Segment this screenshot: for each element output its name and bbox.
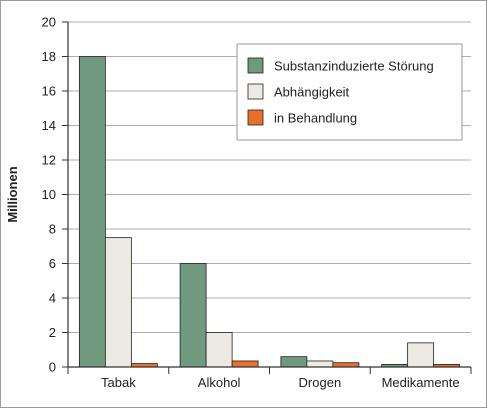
legend-swatch bbox=[247, 83, 264, 100]
y-tick-label: 16 bbox=[42, 84, 56, 99]
x-category-labels: Tabak Alkohol Drogen Medikamente bbox=[101, 375, 460, 390]
bar bbox=[332, 362, 360, 368]
y-tick-label: 2 bbox=[49, 325, 56, 340]
y-tick-labels: 0 2 4 6 8 10 12 14 16 18 20 bbox=[42, 15, 56, 375]
y-tick-label: 4 bbox=[49, 291, 56, 306]
bar bbox=[306, 360, 334, 368]
bar bbox=[205, 332, 233, 368]
bar bbox=[104, 237, 132, 368]
bar bbox=[78, 56, 106, 368]
legend-label: Substanzinduzierte Störung bbox=[274, 59, 434, 74]
legend-box bbox=[236, 43, 463, 141]
x-category-label: Drogen bbox=[299, 375, 342, 390]
bar bbox=[231, 360, 259, 368]
x-category-label: Medikamente bbox=[382, 375, 460, 390]
bar bbox=[280, 356, 308, 368]
y-tick-label: 8 bbox=[49, 222, 56, 237]
y-tick-label: 6 bbox=[49, 256, 56, 271]
y-tick-label: 20 bbox=[42, 15, 56, 30]
x-category-label: Tabak bbox=[101, 375, 136, 390]
legend-label: in Behandlung bbox=[274, 111, 357, 126]
y-tick-label: 0 bbox=[49, 360, 56, 375]
legend-swatch bbox=[247, 57, 264, 74]
y-tick-label: 18 bbox=[42, 49, 56, 64]
y-axis-title: Millionen bbox=[5, 166, 20, 222]
legend-label: Abhängigkeit bbox=[274, 85, 350, 100]
axes bbox=[62, 21, 472, 374]
y-tick-label: 14 bbox=[42, 118, 56, 133]
bar bbox=[407, 342, 435, 368]
legend-swatch bbox=[247, 109, 264, 126]
y-tick-label: 10 bbox=[42, 187, 56, 202]
y-tick-label: 12 bbox=[42, 153, 56, 168]
legend: Substanzinduzierte Störung Abhängigkeit in… bbox=[236, 43, 463, 141]
bar bbox=[179, 263, 207, 368]
x-category-label: Alkohol bbox=[198, 375, 241, 390]
